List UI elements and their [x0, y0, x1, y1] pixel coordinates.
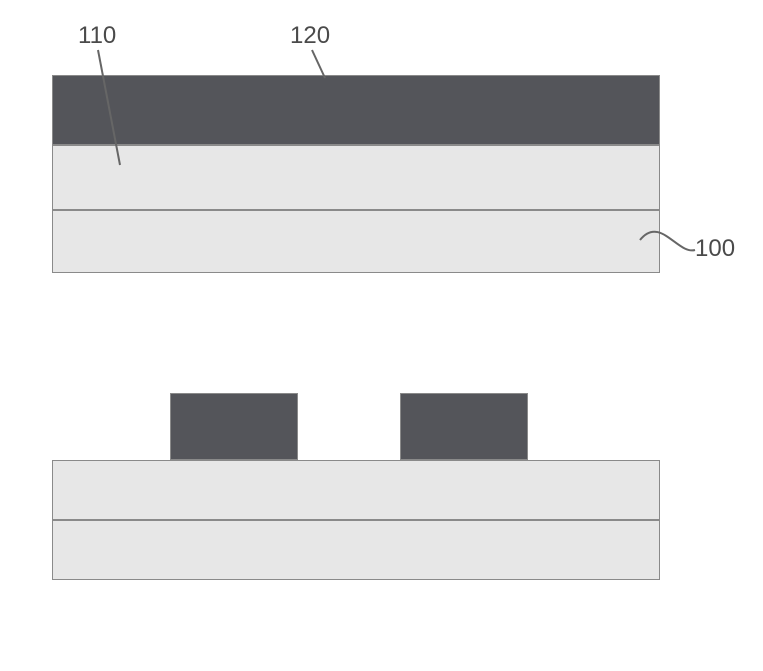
fig1-bottom-light-layer	[52, 210, 660, 273]
diagram-canvas: 110 120 100	[0, 0, 763, 671]
fig2-lower-light-layer	[52, 520, 660, 580]
fig2-upper-light-layer	[52, 460, 660, 520]
fig2-left-dark-block	[170, 393, 298, 460]
label-120: 120	[290, 22, 330, 50]
label-110: 110	[78, 22, 116, 50]
fig1-middle-light-layer	[52, 145, 660, 210]
label-100: 100	[695, 235, 735, 263]
fig1-top-dark-layer	[52, 75, 660, 145]
fig2-right-dark-block	[400, 393, 528, 460]
leader-120	[312, 50, 325, 78]
